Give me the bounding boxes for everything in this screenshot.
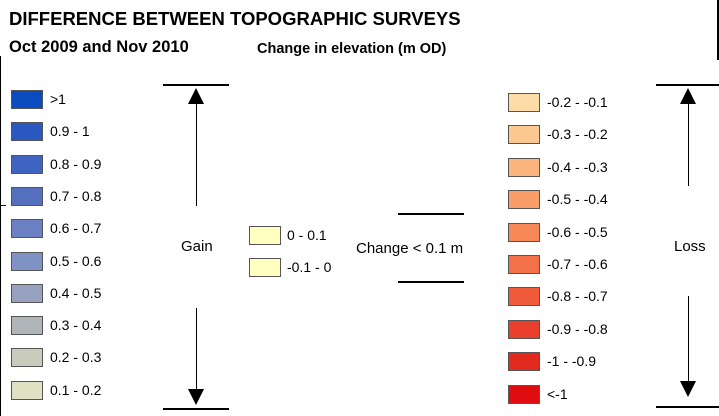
gain-item-label: 0.6 - 0.7 (50, 220, 102, 237)
frame-tick (0, 205, 6, 206)
gain-item-label: 0.5 - 0.6 (50, 252, 102, 269)
neutral-item-swatch (249, 258, 281, 277)
loss-item-label: -0.8 - -0.7 (547, 288, 608, 305)
loss-item-swatch (508, 190, 540, 210)
gain-item-swatch (11, 122, 43, 142)
gain-item-label: 0.3 - 0.4 (50, 317, 102, 334)
gain-bottom-bar (163, 408, 229, 410)
loss-item-label: -1 - -0.9 (547, 353, 597, 370)
neutral-item-swatch (249, 226, 281, 245)
loss-down-arrow-icon (680, 381, 696, 397)
loss-item-swatch (508, 255, 540, 274)
gain-item-swatch (11, 186, 43, 206)
gain-item-swatch (11, 348, 43, 368)
loss-item-swatch (508, 319, 540, 339)
loss-item-swatch (508, 384, 540, 404)
gain-top-bar (163, 84, 229, 86)
loss-item-swatch (508, 352, 540, 372)
loss-top-bar (656, 84, 719, 86)
gain-item-label: 0.8 - 0.9 (50, 155, 102, 172)
neutral-item-label: -0.1 - 0 (287, 259, 332, 275)
legend-title: DIFFERENCE BETWEEN TOPOGRAPHIC SURVEYS (9, 8, 461, 29)
gain-item-label: >1 (50, 91, 66, 107)
loss-up-line (688, 104, 689, 186)
loss-down-line (688, 296, 689, 382)
loss-item-label: <-1 (547, 385, 568, 402)
neutral-label: Change < 0.1 m (356, 240, 464, 257)
loss-item-label: -0.7 - -0.6 (547, 256, 608, 272)
loss-item-label: -0.3 - -0.2 (547, 126, 608, 143)
gain-item-swatch (11, 251, 43, 271)
gain-item-swatch (11, 219, 43, 239)
gain-down-arrow-icon (188, 389, 204, 405)
gain-item-label: 0.2 - 0.3 (50, 349, 102, 366)
gain-item-label: 0.7 - 0.8 (50, 187, 102, 204)
neutral-top-bar (398, 213, 464, 215)
loss-bottom-bar (656, 406, 719, 408)
gain-up-line (196, 104, 197, 206)
neutral-item-label: 0 - 0.1 (287, 227, 327, 243)
loss-item-label: -0.5 - -0.4 (547, 191, 608, 208)
gain-item-swatch (11, 283, 43, 303)
loss-label: Loss (674, 238, 706, 255)
gain-item-label: 0.9 - 1 (50, 123, 90, 140)
loss-item-label: -0.4 - -0.3 (547, 158, 608, 175)
gain-down-line (196, 308, 197, 390)
frame-left-border (0, 56, 1, 416)
loss-item-swatch (508, 93, 540, 112)
gain-item-swatch (11, 380, 43, 400)
loss-item-swatch (508, 125, 540, 145)
gain-item-label: 0.1 - 0.2 (50, 381, 102, 398)
legend-date-range: Oct 2009 and Nov 2010 (9, 38, 189, 56)
loss-item-label: -0.9 - -0.8 (547, 320, 608, 337)
gain-item-swatch (11, 90, 43, 109)
loss-up-arrow-icon (680, 88, 696, 104)
gain-label: Gain (181, 238, 213, 255)
gain-up-arrow-icon (188, 88, 204, 104)
loss-item-swatch (508, 222, 540, 242)
loss-item-label: -0.2 - -0.1 (547, 94, 608, 110)
loss-item-swatch (508, 287, 540, 307)
legend-subtitle: Change in elevation (m OD) (257, 41, 447, 57)
gain-item-swatch (11, 154, 43, 174)
frame-right-border (717, 0, 719, 60)
neutral-bottom-bar (398, 281, 464, 283)
gain-item-label: 0.4 - 0.5 (50, 284, 102, 301)
loss-item-swatch (508, 157, 540, 177)
gain-item-swatch (11, 316, 43, 336)
loss-item-label: -0.6 - -0.5 (547, 223, 608, 240)
